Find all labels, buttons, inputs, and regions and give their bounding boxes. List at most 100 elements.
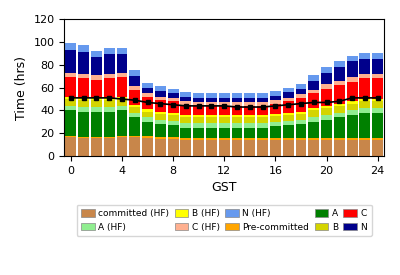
Bar xyxy=(321,140,332,156)
Bar xyxy=(283,138,294,140)
Bar xyxy=(308,117,319,122)
Bar xyxy=(270,96,281,100)
Bar xyxy=(155,100,166,112)
Bar xyxy=(65,77,76,97)
Bar xyxy=(155,120,166,124)
Bar xyxy=(283,140,294,156)
Bar xyxy=(308,90,319,93)
Bar xyxy=(116,54,127,73)
Bar xyxy=(257,140,268,156)
Bar xyxy=(347,104,358,111)
Bar xyxy=(219,123,230,128)
Bar xyxy=(91,75,102,79)
Bar xyxy=(244,123,255,128)
Bar xyxy=(347,140,358,156)
Bar xyxy=(104,100,114,107)
Bar xyxy=(347,138,358,140)
Bar xyxy=(78,138,89,156)
Bar xyxy=(283,115,294,121)
Bar xyxy=(78,137,89,138)
Bar xyxy=(168,115,178,121)
Bar xyxy=(270,100,281,104)
Bar xyxy=(360,138,370,140)
Bar xyxy=(257,117,268,123)
Bar xyxy=(168,89,178,93)
Bar xyxy=(334,81,345,85)
Bar xyxy=(321,115,332,120)
Bar xyxy=(219,128,230,138)
Bar xyxy=(206,140,217,156)
Bar xyxy=(193,138,204,140)
Bar xyxy=(347,61,358,77)
Bar xyxy=(308,111,319,117)
Bar xyxy=(232,128,242,138)
Bar xyxy=(334,67,345,81)
Bar xyxy=(104,48,114,54)
Bar xyxy=(308,93,319,108)
Bar xyxy=(308,81,319,90)
Bar xyxy=(283,101,294,113)
Bar xyxy=(206,115,217,117)
Bar xyxy=(257,138,268,140)
Bar xyxy=(104,107,114,112)
Bar xyxy=(116,106,127,111)
Bar xyxy=(206,93,217,98)
Bar xyxy=(296,112,306,114)
Bar xyxy=(296,120,306,124)
Bar xyxy=(296,138,306,140)
Bar xyxy=(334,104,345,106)
Bar xyxy=(360,113,370,138)
Bar xyxy=(321,73,332,84)
Bar xyxy=(372,138,383,140)
Bar xyxy=(372,99,383,101)
Bar xyxy=(91,98,102,100)
Bar xyxy=(219,140,230,156)
Bar xyxy=(372,101,383,108)
Bar xyxy=(244,128,255,138)
Bar xyxy=(142,112,153,117)
Bar xyxy=(180,92,191,97)
Bar xyxy=(155,97,166,100)
Bar xyxy=(360,59,370,74)
Bar xyxy=(232,103,242,106)
Bar xyxy=(206,128,217,138)
Bar xyxy=(193,140,204,156)
Bar xyxy=(78,107,89,112)
Bar xyxy=(168,101,178,113)
Bar xyxy=(296,140,306,156)
Bar xyxy=(232,106,242,115)
Bar xyxy=(78,100,89,107)
Bar xyxy=(360,108,370,113)
Bar xyxy=(257,115,268,117)
Bar xyxy=(372,78,383,99)
Bar xyxy=(142,117,153,122)
Bar xyxy=(334,61,345,67)
Bar xyxy=(155,137,166,139)
Bar xyxy=(142,136,153,138)
Bar xyxy=(308,75,319,81)
Bar xyxy=(321,138,332,140)
Bar xyxy=(257,128,268,138)
Bar xyxy=(180,115,191,117)
Bar xyxy=(308,122,319,138)
Bar xyxy=(180,97,191,101)
Bar xyxy=(116,99,127,106)
Bar xyxy=(78,98,89,100)
Bar xyxy=(142,138,153,156)
Bar xyxy=(142,83,153,88)
Bar xyxy=(168,113,178,115)
Bar xyxy=(334,113,345,117)
Bar xyxy=(283,121,294,125)
Bar xyxy=(168,98,178,101)
Bar xyxy=(232,115,242,117)
Bar xyxy=(155,86,166,91)
Bar xyxy=(65,111,76,136)
Bar xyxy=(257,98,268,103)
Bar xyxy=(360,78,370,99)
Bar xyxy=(78,78,89,98)
Bar xyxy=(65,106,76,111)
Bar xyxy=(244,106,255,115)
Bar xyxy=(321,84,332,89)
Bar xyxy=(155,112,166,114)
Bar xyxy=(129,86,140,90)
